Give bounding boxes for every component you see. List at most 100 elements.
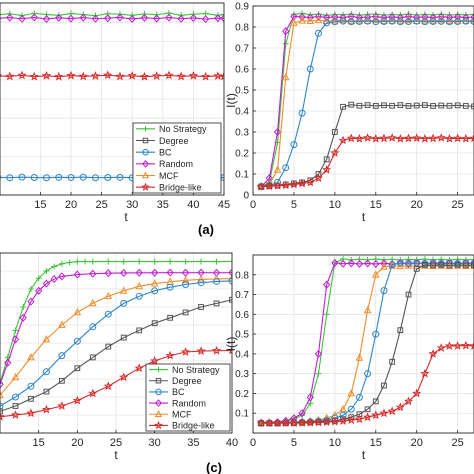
data-point-bridge-like xyxy=(264,181,274,191)
chart-bottom-right: 0 5 10 15 20 25 0.1 0.2 0.3 0.4 0.5 0.6 0.7 0.8 t I(t) xyxy=(224,254,474,462)
data-point-random xyxy=(34,286,43,295)
data-point-bridge-like xyxy=(436,133,446,142)
legend-label-bc: BC xyxy=(172,387,185,397)
x-tick-label: 5 xyxy=(291,437,297,449)
data-point-bridge-like xyxy=(305,417,315,427)
data-point-degree xyxy=(229,296,232,303)
data-point-bridge-like xyxy=(412,388,422,398)
data-point-no-strategy xyxy=(229,258,232,265)
data-point-bridge-like xyxy=(395,402,405,412)
data-point-bc xyxy=(306,65,314,73)
data-point-random xyxy=(27,297,35,306)
legend-marker-degree xyxy=(142,137,149,144)
data-point-random xyxy=(42,279,51,288)
legend-label-random: Random xyxy=(159,159,193,169)
legend-marker-no-strategy xyxy=(142,126,149,132)
data-point-random xyxy=(120,268,128,278)
data-point-no-strategy xyxy=(165,10,172,17)
plot-frame xyxy=(252,254,474,434)
data-point-mcf xyxy=(281,73,290,81)
data-point-mcf xyxy=(396,16,405,24)
y-tick-label: 0.2 xyxy=(235,389,249,400)
x-axis-label: t xyxy=(362,448,366,462)
data-point-bridge-like xyxy=(256,181,266,191)
series-line-degree xyxy=(261,264,474,424)
data-point-bridge-like xyxy=(363,412,373,422)
data-point-random xyxy=(135,268,143,277)
data-point-no-strategy xyxy=(74,258,81,265)
data-point-bridge-like xyxy=(41,70,52,80)
legend-marker-mcf xyxy=(154,410,163,417)
data-point-bridge-like xyxy=(150,356,160,365)
data-point-bc xyxy=(282,164,290,172)
series-group xyxy=(0,258,232,421)
data-point-bc xyxy=(388,261,396,269)
data-point-bridge-like xyxy=(281,180,291,190)
data-point-random xyxy=(91,14,100,23)
data-point-degree xyxy=(12,403,19,409)
legend-box xyxy=(132,122,222,194)
legend-label-random: Random xyxy=(172,398,206,408)
legend-label-no-strategy: No Strategy xyxy=(172,365,220,375)
data-point-bc xyxy=(0,402,4,410)
data-point-mcf xyxy=(119,286,128,294)
data-point-random xyxy=(355,259,364,268)
data-point-bridge-like xyxy=(363,133,373,142)
data-point-random xyxy=(6,13,14,22)
data-point-random xyxy=(290,414,298,423)
data-point-bridge-like xyxy=(103,70,113,80)
series-line-bc xyxy=(261,20,474,188)
data-point-bc xyxy=(120,299,128,307)
data-point-no-strategy xyxy=(221,11,224,18)
data-point-bc xyxy=(454,260,462,268)
data-point-bridge-like xyxy=(387,133,397,142)
data-point-bridge-like xyxy=(72,395,82,405)
y-tick-label: 0.8 xyxy=(235,270,249,281)
data-point-bc xyxy=(104,174,112,182)
data-point-bridge-like xyxy=(227,345,232,355)
series-group xyxy=(256,255,474,428)
x-tick-label: 25 xyxy=(452,199,464,211)
data-point-bridge-like xyxy=(428,349,438,358)
data-point-bridge-like xyxy=(281,418,291,428)
data-point-random xyxy=(189,13,198,23)
data-point-bc xyxy=(405,259,413,267)
data-point-bc xyxy=(355,18,363,26)
plot-frame xyxy=(0,2,225,196)
data-point-mcf xyxy=(429,16,437,24)
data-point-mcf xyxy=(421,16,429,24)
data-point-random xyxy=(298,409,306,418)
data-point-bridge-like xyxy=(90,71,101,80)
data-point-bridge-like xyxy=(346,133,356,143)
y-tick-label: 0.7 xyxy=(235,290,249,301)
data-point-bc xyxy=(396,18,404,26)
data-point-bridge-like xyxy=(256,418,266,428)
data-point-bridge-like xyxy=(181,347,191,356)
data-point-degree xyxy=(413,265,420,272)
data-point-bc xyxy=(104,310,112,318)
data-point-bridge-like xyxy=(211,345,222,355)
y-tick-label: 0.4 xyxy=(235,107,249,118)
data-point-bridge-like xyxy=(297,178,307,188)
data-point-degree xyxy=(454,102,461,109)
data-point-random xyxy=(201,15,210,24)
data-point-bc xyxy=(454,18,462,26)
data-point-random xyxy=(372,259,380,268)
data-point-bridge-like xyxy=(338,416,348,426)
x-tick-label: 15 xyxy=(34,199,46,211)
data-point-degree xyxy=(58,377,65,384)
data-point-bridge-like xyxy=(139,71,150,81)
data-point-bc xyxy=(323,19,331,27)
data-point-no-strategy xyxy=(58,260,65,267)
data-point-random xyxy=(220,14,224,23)
data-point-mcf xyxy=(331,16,339,24)
data-point-mcf xyxy=(347,389,356,397)
data-point-degree xyxy=(421,102,428,109)
data-point-degree xyxy=(364,406,371,413)
data-point-degree xyxy=(438,261,445,268)
legend-label-degree: Degree xyxy=(159,136,189,146)
data-point-degree xyxy=(389,358,396,365)
data-point-bc xyxy=(166,283,174,291)
x-tick-label: 20 xyxy=(411,437,423,449)
data-point-mcf xyxy=(197,275,205,283)
